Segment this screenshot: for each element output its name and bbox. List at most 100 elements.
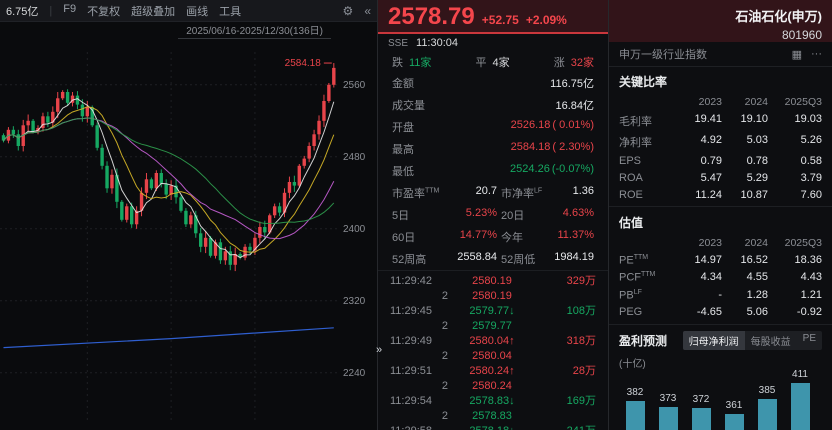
bar <box>691 407 711 430</box>
stat-value: 11.37% <box>557 229 595 241</box>
stat-label: 最低 <box>392 166 414 178</box>
stat-row: 最低 2524.26 (-0.07%) <box>378 160 608 182</box>
collapse-left-icon[interactable]: « <box>364 3 371 18</box>
row-value: 19.03 <box>794 112 822 125</box>
row-value: 0.58 <box>800 154 822 167</box>
quote-stats: 金额 116.75亿 成交量 16.84亿 开盘 2526.18( 0.01%) 最高 258… <box>378 72 608 182</box>
tick-order-count: 2 <box>441 289 448 302</box>
tick-price: 2580.04 <box>472 349 512 362</box>
tick-order-count: 2 <box>441 409 448 422</box>
tick-price: 2578.83↓ <box>469 394 515 407</box>
tick-row[interactable]: 2 2579.77 <box>378 318 608 333</box>
toolbar-item[interactable]: F9 <box>63 2 77 15</box>
bar <box>790 382 810 430</box>
tick-time: 11:29:51 <box>390 364 433 377</box>
toolbar-items: F9 不复权 超级叠加 画线 工具 <box>63 3 241 19</box>
year-header: 2025Q3 <box>784 236 822 249</box>
quote-panel: 2578.79 +52.75 +2.09% SSE 11:30:04 跌 11家 平… <box>376 0 609 430</box>
stat-value-group: 2524.26 (-0.07%) <box>510 163 594 179</box>
more-icon[interactable]: ··· <box>811 47 822 60</box>
tick-price: 2580.24↑ <box>469 364 515 377</box>
date-range-label[interactable]: 2025/06/16-2025/12/30(136日) <box>178 22 331 39</box>
stat-value-group: 116.75亿 <box>550 75 594 91</box>
toolbar-item[interactable]: 超级叠加 <box>131 5 176 18</box>
tick-price: 2580.04↑ <box>469 334 515 347</box>
stat-row: 金额 116.75亿 <box>378 72 608 94</box>
stat-label: 52周低 <box>501 254 536 266</box>
forecast-tab[interactable]: 每股收益 <box>750 336 791 348</box>
tick-volume: 169万 <box>566 394 596 407</box>
tick-row[interactable]: 2 2580.24 <box>378 378 608 393</box>
tick-row[interactable]: 11:29:54 2578.83↓ 169万 <box>378 393 608 408</box>
forecast-section: 盈利预测 归母净利润 每股收益 PE (十亿) 382 373 372 361 385 411 <box>609 323 832 430</box>
tick-row[interactable]: 11:29:49 2580.04↑ 318万 <box>378 333 608 348</box>
stat-value-group: 16.84亿 <box>555 97 594 113</box>
key-ratios-table: 2023 2024 2025Q3 毛利率 19.41 19.10 19.03 净利率 4.92 5… <box>619 93 822 203</box>
svg-text:2480: 2480 <box>343 152 366 163</box>
tick-row[interactable]: 2 2578.83 <box>378 408 608 423</box>
tick-row[interactable]: 11:29:582578.18↓241万 <box>378 423 608 430</box>
stat-label: 今年 <box>501 232 523 244</box>
row-value: 11.24 <box>695 188 722 201</box>
row-value: 5.29 <box>746 171 768 184</box>
row-label: PCFTTM <box>619 271 656 284</box>
stat-value: 2584.18 <box>510 141 551 153</box>
row-label: ROA <box>619 171 643 184</box>
year-header: 2024 <box>744 236 768 249</box>
tick-volume: 241万 <box>532 425 596 430</box>
row-value: 14.97 <box>694 253 722 266</box>
market-breadth: 跌 11家 平 4家 涨 32家 <box>378 51 608 72</box>
table-row: PCFTTM 4.34 4.55 4.43 <box>619 269 822 287</box>
stat-value: 16.84亿 <box>555 100 594 112</box>
breadth-label: 跌 <box>392 57 403 69</box>
stat-label: 20日 <box>501 210 525 222</box>
row-value: -0.92 <box>796 306 822 319</box>
row-label: PETTM <box>619 253 649 267</box>
gear-icon[interactable]: ⚙ <box>342 3 354 18</box>
index-type-label: 申万一级行业指数 <box>619 49 707 61</box>
bar-column: 385 <box>757 385 777 430</box>
breadth-value: 4家 <box>492 57 510 69</box>
svg-text:2320: 2320 <box>343 296 366 307</box>
stat-value-group: 2526.18( 0.01%) <box>511 119 594 135</box>
tick-price: 2578.18↓ <box>452 425 532 430</box>
tick-order-count: 2 <box>441 349 448 362</box>
toolbar-item[interactable]: 工具 <box>219 5 242 18</box>
instrument-header: 石油石化(申万) 801960 <box>609 0 832 42</box>
tick-list[interactable]: 11:29:42 2580.19 329万 2 2580.19 11:29:45 2579.… <box>378 270 608 430</box>
year-header: 2024 <box>744 95 768 108</box>
stat-label: 成交量 <box>392 100 425 112</box>
toolbar-item[interactable]: 不复权 <box>87 5 121 18</box>
high-price-annotation: 2584.18 <box>285 58 322 69</box>
tick-row[interactable]: 11:29:51 2580.24↑ 28万 <box>378 363 608 378</box>
tick-row[interactable]: 11:29:45 2579.77↓ 108万 <box>378 303 608 318</box>
breadth-group: 平 4家 <box>476 54 510 70</box>
expand-panel-icon[interactable]: » <box>376 344 383 356</box>
row-label: 净利率 <box>619 136 652 149</box>
bar <box>757 398 777 430</box>
row-value: 5.47 <box>700 171 722 184</box>
bar-value-label: 382 <box>626 386 644 398</box>
tick-row[interactable]: 2 2580.19 <box>378 288 608 303</box>
tick-row[interactable]: 2 2580.04 <box>378 348 608 363</box>
stat-value: 116.75亿 <box>550 78 594 90</box>
row-label: 毛利率 <box>619 115 652 128</box>
tick-row[interactable]: 11:29:42 2580.19 329万 <box>378 273 608 288</box>
stat-label: 5日 <box>392 210 410 222</box>
bar-value-label: 372 <box>692 393 710 405</box>
bar-column: 382 <box>625 387 645 430</box>
index-subheader: 申万一级行业指数 ▦ ··· <box>609 42 832 67</box>
stat-pair-row: 市盈率TTM 20.7 市净率LF 1.36 <box>378 182 608 204</box>
candlestick-chart[interactable]: 2560 2480 2400 2320 2240 2584.18 <box>0 38 377 430</box>
stat-label: 市盈率TTM <box>392 187 440 200</box>
year-header: 2023 <box>698 95 722 108</box>
toolbar-divider: | <box>49 4 53 17</box>
forecast-tab[interactable]: PE <box>802 332 816 344</box>
forecast-tab[interactable]: 归母净利润 <box>682 330 745 350</box>
toolbar-item[interactable]: 画线 <box>186 5 209 18</box>
stat-pair-row: 5日 5.23% 20日 4.63% <box>378 204 608 226</box>
grid-icon[interactable]: ▦ <box>791 48 802 61</box>
bar-column: 372 <box>691 394 711 430</box>
stat-value: 2558.84 <box>457 251 497 263</box>
bar-column: 373 <box>658 393 678 430</box>
